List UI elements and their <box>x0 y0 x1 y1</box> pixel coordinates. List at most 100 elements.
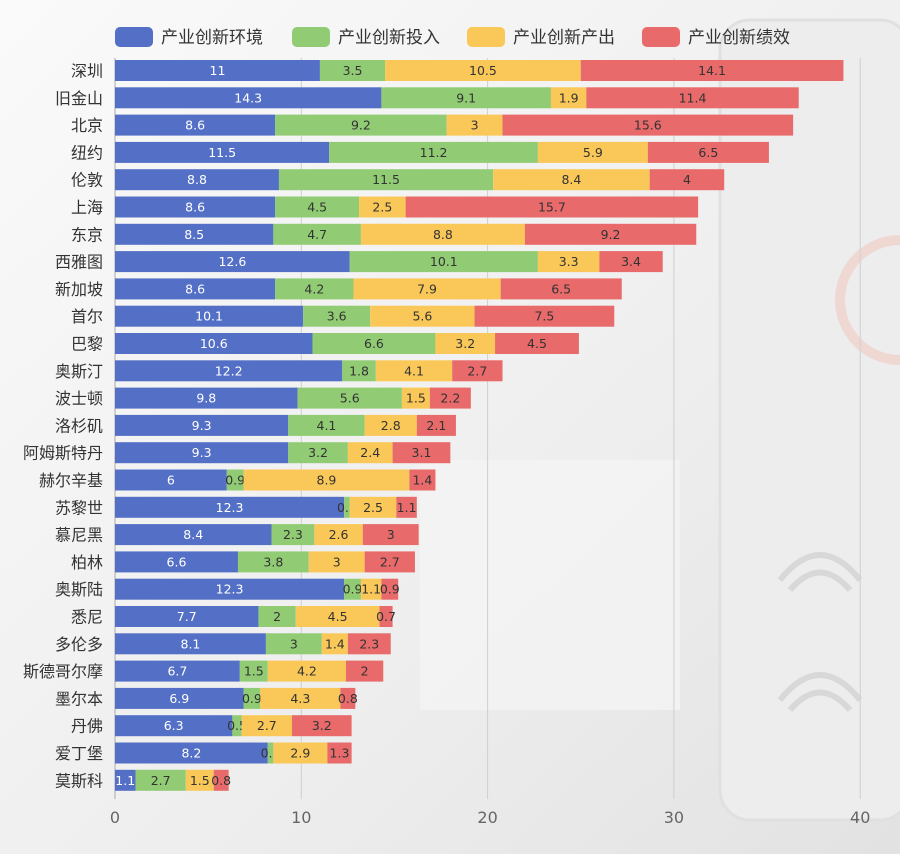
data-label: 4 <box>683 172 691 187</box>
bar-segment <box>409 469 436 491</box>
data-label: 1.5 <box>190 773 210 788</box>
legend-label: 产业创新环境 <box>161 28 263 48</box>
bar-row: 9.8 5.6 1.5 2.2 <box>115 387 471 409</box>
data-label: 15.7 <box>538 200 566 215</box>
legend-label: 产业创新投入 <box>338 28 440 48</box>
x-tick-label: 10 <box>291 808 311 827</box>
bar-row: 11.5 11.2 5.9 6.5 <box>115 141 769 163</box>
bar-segment <box>359 196 406 218</box>
data-label: 8.4 <box>183 527 203 542</box>
data-label: 10.1 <box>430 254 458 269</box>
bar-segment <box>340 687 356 709</box>
bar-segment <box>524 223 697 245</box>
category-label: 悉尼 <box>71 608 103 627</box>
data-label: 1.1 <box>361 582 381 597</box>
data-label: 2.3 <box>283 527 303 542</box>
bar-segment <box>353 278 501 300</box>
bar-segment <box>297 387 402 409</box>
data-label: 4.7 <box>307 227 327 242</box>
bar-segment <box>347 633 391 655</box>
bar-segment <box>232 715 242 737</box>
data-label: 9.1 <box>456 90 476 105</box>
data-label: 1.1 <box>115 773 135 788</box>
data-label: 3.2 <box>455 336 475 351</box>
bar-segment <box>452 360 503 382</box>
bar-segment <box>474 305 615 327</box>
data-label: 0.8 <box>211 773 231 788</box>
bar-segment <box>115 387 298 409</box>
category-label: 多伦多 <box>55 635 103 654</box>
data-label: 2.8 <box>381 418 401 433</box>
category-label: 慕尼黑 <box>55 526 103 545</box>
category-label: 上海 <box>71 198 103 217</box>
data-label: 6.3 <box>164 718 184 733</box>
data-label: 8.6 <box>185 281 205 296</box>
category-labels: 深圳旧金山北京纽约伦敦上海东京西雅图新加坡首尔巴黎奥斯汀波士顿洛杉矶阿姆斯特丹赫… <box>23 62 103 791</box>
data-label: 0.9 <box>380 582 400 597</box>
data-label: 1.8 <box>349 363 369 378</box>
data-label: 2.7 <box>257 718 277 733</box>
bar-segment <box>115 114 276 136</box>
bar-segment <box>308 551 365 573</box>
data-label: 11.5 <box>372 172 400 187</box>
x-tick-label: 40 <box>850 808 870 827</box>
bar-segment <box>275 114 447 136</box>
category-label: 斯德哥尔摩 <box>23 662 103 681</box>
bar-segment <box>375 360 453 382</box>
bar-segment <box>364 551 415 573</box>
bar-segment <box>381 578 399 600</box>
bar-segment <box>115 469 227 491</box>
data-label: 2.7 <box>380 554 400 569</box>
bar-segment <box>364 414 417 436</box>
data-label: 6.6 <box>364 336 384 351</box>
bar-segment <box>115 524 272 546</box>
bar-segment <box>267 742 274 764</box>
bar-segment <box>319 60 386 81</box>
category-label: 纽约 <box>71 143 103 162</box>
bar-segment <box>115 660 240 682</box>
bar-segment <box>135 769 186 791</box>
bar-segment <box>381 87 551 109</box>
data-label: 3 <box>333 554 341 569</box>
bar-segment <box>362 524 419 546</box>
data-label: 2.4 <box>360 445 380 460</box>
bar-row: 8.6 9.2 3 15.6 <box>115 114 794 136</box>
bar-segment <box>385 60 581 81</box>
bar-segment <box>115 687 244 709</box>
bar-area: 11 3.5 10.5 14.1 14.3 9.1 1.9 11.4 8.6 9.2 3 15.6 11… <box>115 60 844 791</box>
bar-segment <box>429 387 471 409</box>
bar-segment <box>321 633 348 655</box>
category-label: 旧金山 <box>55 89 103 108</box>
bar-segment <box>185 769 214 791</box>
bar-segment <box>493 169 650 191</box>
bar-segment <box>258 606 296 627</box>
data-label: 6.5 <box>551 281 571 296</box>
bar-segment <box>115 715 233 737</box>
bar-segment <box>237 551 309 573</box>
data-label: 7.7 <box>177 609 197 624</box>
bar-segment <box>267 660 347 682</box>
data-label: 6.5 <box>698 145 718 160</box>
bar-row: 1.1 2.7 1.5 0.8 <box>115 769 231 791</box>
legend-swatch <box>642 27 680 47</box>
category-label: 莫斯科 <box>55 771 103 790</box>
bar-segment <box>115 633 266 655</box>
category-label: 深圳 <box>71 62 103 81</box>
bar-segment <box>360 578 382 600</box>
bar-segment <box>346 660 384 682</box>
bar-segment <box>115 87 382 109</box>
bar-segment <box>273 223 361 245</box>
data-label: 3.5 <box>343 63 363 78</box>
bar-row: 11 3.5 10.5 14.1 <box>115 60 844 81</box>
bar-segment <box>271 524 315 546</box>
bar-segment <box>115 442 289 464</box>
data-label: 12.6 <box>218 254 246 269</box>
bar-segment <box>370 305 475 327</box>
data-label: 12.2 <box>215 363 243 378</box>
bar-row: 8.2 0.3 2.9 1.3 <box>115 742 352 764</box>
category-label: 柏林 <box>71 553 103 572</box>
data-label: 5.6 <box>412 309 432 324</box>
category-label: 北京 <box>71 116 103 135</box>
bar-row: 12.2 1.8 4.1 2.7 <box>115 360 503 382</box>
